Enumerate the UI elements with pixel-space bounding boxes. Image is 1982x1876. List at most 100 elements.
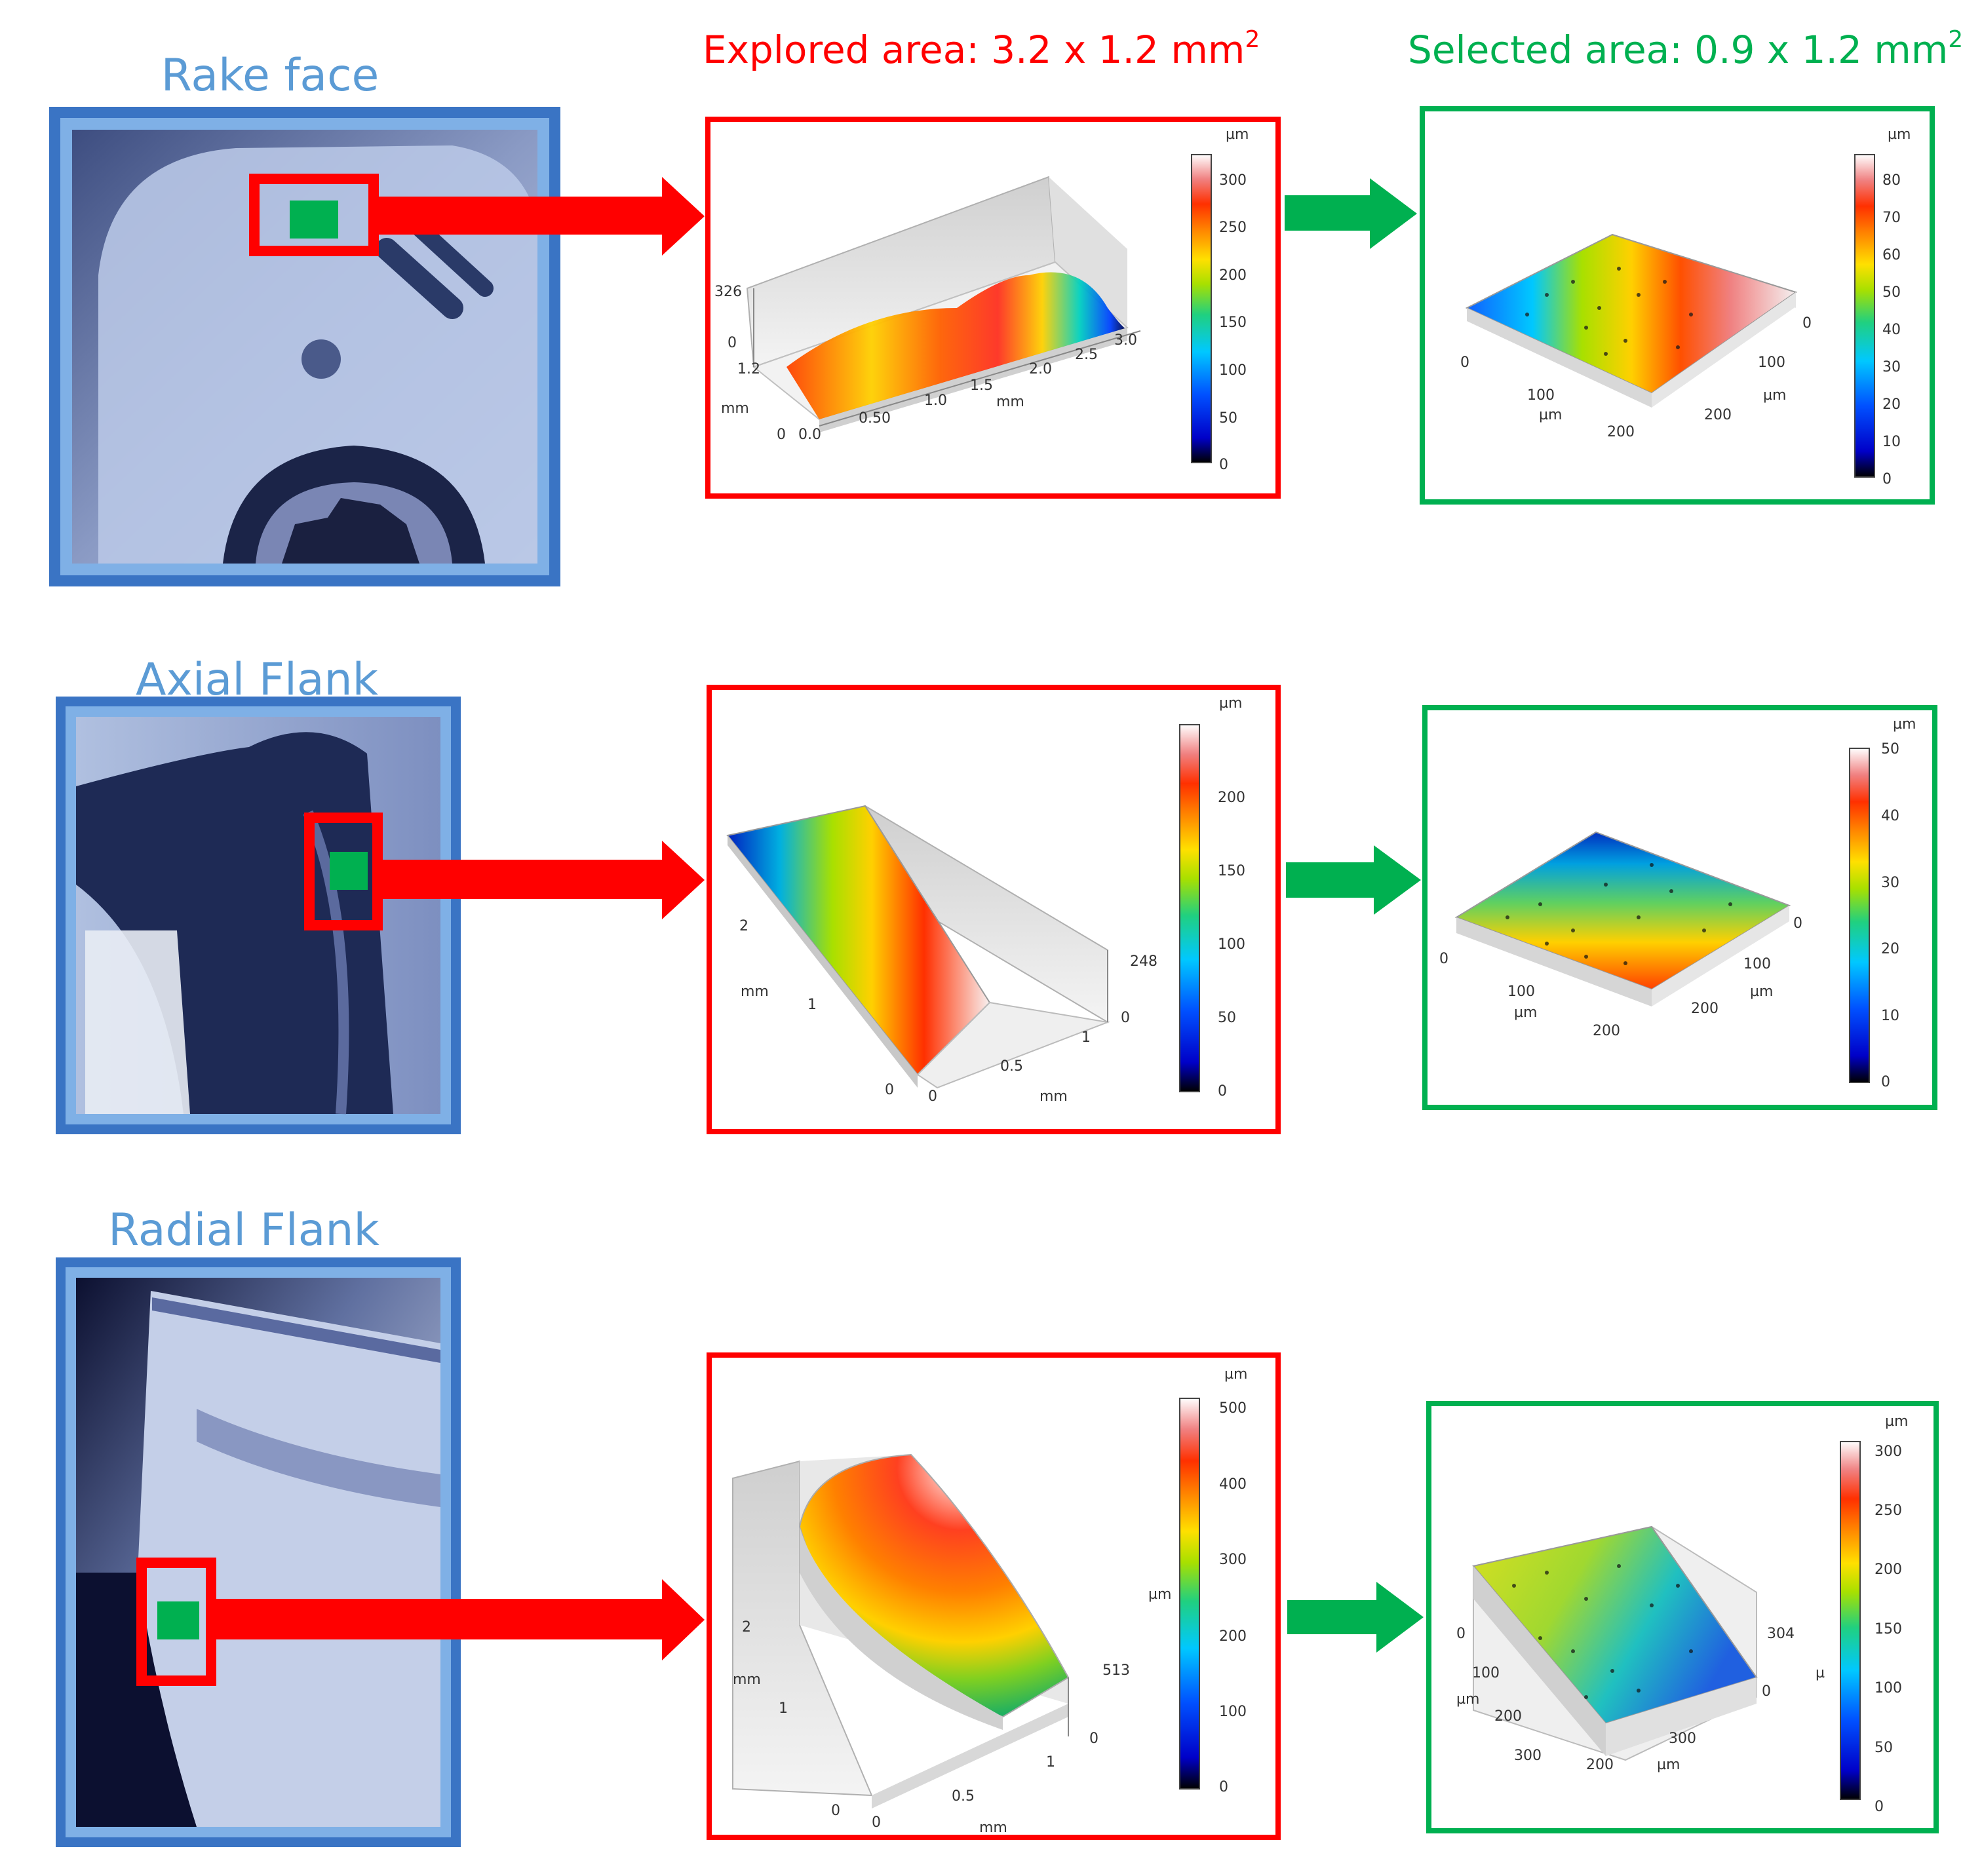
axial-flank-photo	[56, 697, 461, 1134]
svg-text:50: 50	[1882, 284, 1901, 301]
svg-text:100: 100	[1758, 354, 1785, 371]
svg-text:100: 100	[1527, 387, 1555, 404]
svg-text:mm: mm	[741, 984, 769, 1000]
arrow-rake-to-explored	[374, 177, 705, 256]
svg-text:0.0: 0.0	[798, 427, 821, 443]
svg-text:300: 300	[1514, 1748, 1542, 1764]
svg-text:0: 0	[831, 1803, 840, 1819]
svg-text:100: 100	[1218, 936, 1245, 953]
svg-text:0: 0	[777, 427, 786, 443]
svg-text:µm: µm	[1888, 126, 1911, 143]
svg-text:1: 1	[1081, 1029, 1091, 1046]
arrow-radial-to-selected	[1287, 1582, 1424, 1653]
arrow-axial-to-selected	[1286, 845, 1421, 915]
svg-text:70: 70	[1882, 210, 1901, 226]
svg-text:µm: µm	[1539, 407, 1562, 423]
svg-text:50: 50	[1881, 741, 1899, 757]
axial-flank-selected-plot: µm 50 40 30 20 10 0 0 100 200 µm 0 100 2…	[1422, 705, 1937, 1110]
svg-text:200: 200	[1691, 1001, 1719, 1017]
svg-text:10: 10	[1882, 434, 1901, 450]
svg-text:100: 100	[1507, 984, 1535, 1000]
svg-text:0: 0	[1793, 915, 1802, 932]
svg-text:0: 0	[872, 1814, 881, 1831]
svg-text:1.0: 1.0	[924, 392, 947, 409]
svg-text:50: 50	[1218, 1010, 1236, 1026]
svg-text:150: 150	[1875, 1621, 1902, 1637]
rake-face-selected-plot: µm 80 70 60 50 40 30 20 10 0 0 100 200 µ…	[1420, 106, 1935, 505]
svg-text:30: 30	[1881, 875, 1899, 891]
radial-flank-selected-marker	[157, 1601, 199, 1639]
svg-text:300: 300	[1875, 1444, 1902, 1460]
svg-text:0: 0	[1439, 951, 1448, 967]
svg-text:150: 150	[1218, 863, 1245, 879]
svg-text:200: 200	[1704, 407, 1732, 423]
svg-text:100: 100	[1743, 956, 1771, 972]
svg-text:0: 0	[728, 335, 737, 351]
svg-text:60: 60	[1882, 247, 1901, 263]
svg-text:1: 1	[1046, 1754, 1055, 1771]
svg-text:µm: µm	[1456, 1691, 1479, 1708]
svg-text:200: 200	[1219, 267, 1247, 284]
svg-text:µm: µm	[1657, 1757, 1680, 1773]
axial-flank-explored-plot: µm 200 150 100 50 0 248 0 0 0.5 1 mm 0 1…	[707, 685, 1281, 1134]
svg-text:100: 100	[1219, 1704, 1247, 1720]
svg-text:40: 40	[1881, 808, 1899, 824]
svg-text:mm: mm	[996, 394, 1024, 410]
svg-text:mm: mm	[1040, 1088, 1068, 1105]
radial-flank-explored-plot: µm µm 500 400 300 200 100 0 513 0 0 0.5 …	[707, 1352, 1281, 1840]
svg-text:µm: µm	[1893, 716, 1916, 733]
svg-text:200: 200	[1593, 1023, 1620, 1039]
radial-flank-label: Radial Flank	[108, 1204, 379, 1256]
svg-text:0: 0	[928, 1088, 937, 1105]
svg-text:0: 0	[1460, 354, 1469, 371]
svg-text:µm: µm	[1750, 984, 1773, 1000]
svg-text:50: 50	[1875, 1740, 1893, 1756]
svg-text:mm: mm	[733, 1672, 761, 1688]
svg-text:3.0: 3.0	[1114, 332, 1137, 349]
svg-text:20: 20	[1882, 396, 1901, 413]
svg-text:326: 326	[714, 284, 742, 300]
svg-text:0: 0	[1875, 1799, 1884, 1815]
svg-text:150: 150	[1219, 315, 1247, 331]
svg-text:µm: µm	[1885, 1413, 1908, 1430]
svg-text:1.5: 1.5	[970, 377, 993, 394]
radial-flank-selected-plot: µm µ 300 250 200 150 100 50 0 304 0 200 …	[1426, 1401, 1939, 1833]
svg-text:µm: µm	[1219, 695, 1242, 712]
svg-text:0.5: 0.5	[1000, 1058, 1023, 1075]
svg-text:µ: µ	[1816, 1665, 1825, 1681]
svg-text:1: 1	[807, 997, 817, 1013]
svg-text:513: 513	[1102, 1662, 1130, 1679]
svg-text:0: 0	[1219, 1779, 1228, 1795]
svg-text:100: 100	[1472, 1665, 1500, 1681]
svg-text:250: 250	[1219, 220, 1247, 236]
selected-area-header: Selected area: 0.9 x 1.2 mm2	[1408, 26, 1963, 72]
svg-text:2: 2	[742, 1619, 751, 1636]
svg-text:100: 100	[1875, 1680, 1902, 1696]
arrow-rake-to-selected	[1285, 178, 1417, 249]
svg-text:300: 300	[1669, 1731, 1696, 1747]
svg-text:250: 250	[1875, 1503, 1902, 1519]
svg-text:µm: µm	[1224, 1366, 1247, 1383]
svg-text:µm: µm	[1514, 1005, 1537, 1021]
svg-text:20: 20	[1881, 941, 1899, 957]
svg-text:200: 200	[1875, 1561, 1902, 1578]
arrow-axial-to-explored	[378, 841, 705, 919]
axial-flank-selected-marker	[330, 852, 368, 890]
svg-text:0: 0	[885, 1082, 894, 1098]
explored-area-header: Explored area: 3.2 x 1.2 mm2	[703, 26, 1260, 72]
svg-text:80: 80	[1882, 172, 1901, 189]
svg-text:mm: mm	[979, 1820, 1007, 1836]
svg-text:200: 200	[1219, 1628, 1247, 1645]
svg-text:50: 50	[1219, 410, 1237, 427]
svg-text:304: 304	[1767, 1626, 1795, 1642]
svg-text:0: 0	[1219, 457, 1228, 473]
svg-text:200: 200	[1586, 1757, 1614, 1773]
svg-text:0.50: 0.50	[859, 410, 891, 427]
svg-text:0: 0	[1121, 1010, 1130, 1026]
svg-text:200: 200	[1218, 790, 1245, 806]
svg-text:2: 2	[739, 918, 748, 934]
svg-text:1.2: 1.2	[737, 361, 760, 377]
svg-text:248: 248	[1130, 953, 1157, 970]
svg-text:200: 200	[1607, 424, 1635, 440]
